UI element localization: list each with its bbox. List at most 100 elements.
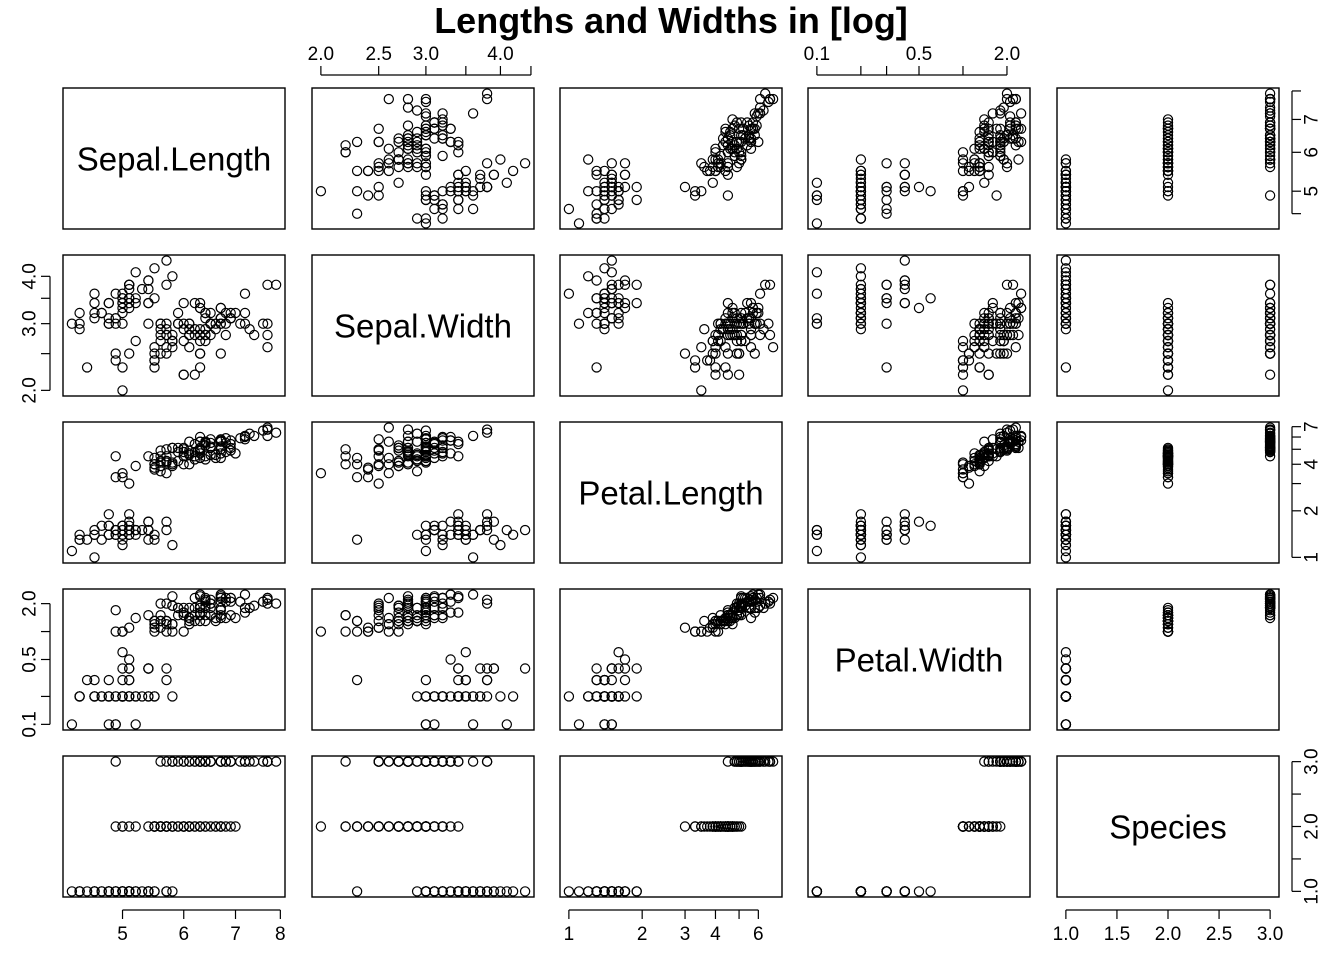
data-point: [979, 123, 990, 135]
data-point: [1060, 313, 1072, 324]
data-point: [696, 626, 707, 637]
data-point: [161, 663, 172, 674]
data-point: [501, 524, 512, 536]
data-point: [974, 348, 985, 359]
data-point: [445, 886, 456, 897]
data-point: [1010, 307, 1022, 319]
panel-petal-width-vs-petal-width: Petal.Width: [807, 588, 1031, 731]
panel-sepal-length-vs-petal-length: [559, 87, 783, 230]
data-point: [194, 600, 206, 611]
data-point: [362, 622, 374, 633]
data-point: [712, 335, 724, 347]
data-point: [123, 674, 135, 686]
data-point: [1060, 663, 1072, 674]
data-point: [123, 302, 135, 314]
panel-species-vs-petal-length: [559, 755, 783, 898]
data-point: [899, 279, 911, 290]
data-point: [1060, 674, 1072, 686]
data-point: [161, 524, 172, 536]
data-point: [189, 329, 200, 341]
data-point: [161, 348, 172, 359]
data-point: [467, 203, 479, 215]
tick-label: 0.5: [20, 646, 41, 672]
data-point: [1162, 329, 1174, 341]
data-point: [130, 886, 141, 897]
data-point: [453, 177, 464, 188]
data-point: [702, 165, 713, 177]
data-point: [987, 297, 999, 309]
data-point: [710, 362, 721, 373]
data-point: [881, 293, 892, 304]
data-point: [619, 169, 631, 180]
data-point: [143, 663, 154, 674]
data-point: [402, 133, 414, 144]
data-point: [239, 288, 251, 299]
data-point: [998, 348, 1009, 359]
data-point: [429, 719, 440, 730]
data-point: [402, 140, 414, 151]
data-point: [488, 534, 500, 545]
data-point: [445, 821, 456, 832]
data-point: [189, 324, 200, 335]
data-point: [1004, 117, 1016, 128]
data-point: [1013, 154, 1024, 165]
data-point: [573, 886, 585, 897]
data-point: [429, 520, 440, 532]
data-point: [881, 279, 892, 290]
data-point: [178, 318, 189, 329]
data-point: [507, 886, 519, 897]
data-point: [979, 756, 990, 767]
data-point: [411, 821, 423, 832]
data-point: [987, 821, 999, 832]
data-point: [351, 136, 363, 148]
data-point: [717, 133, 729, 144]
data-point: [811, 529, 823, 541]
data-point: [257, 318, 269, 329]
data-point: [393, 147, 404, 158]
data-point: [149, 886, 160, 897]
data-point: [1060, 181, 1072, 193]
data-point: [811, 313, 823, 324]
data-point: [189, 610, 200, 621]
data-point: [481, 756, 493, 767]
data-point: [991, 348, 1002, 359]
data-point: [235, 318, 246, 329]
data-point: [1162, 619, 1174, 630]
data-point: [270, 427, 282, 438]
data-point: [437, 150, 448, 162]
data-point: [1010, 120, 1022, 131]
data-point: [1010, 93, 1022, 105]
data-point: [445, 181, 456, 193]
data-point: [215, 821, 226, 832]
data-point: [729, 147, 740, 158]
data-point: [373, 165, 384, 177]
tick-label: 7: [230, 924, 241, 945]
data-point: [722, 297, 734, 309]
data-point: [1162, 181, 1174, 193]
data-point: [200, 324, 211, 335]
data-point: [715, 821, 726, 832]
data-point: [983, 169, 994, 180]
data-point: [110, 318, 121, 329]
data-point: [340, 140, 351, 151]
data-point: [699, 324, 710, 335]
data-point: [194, 436, 206, 447]
data-point: [117, 302, 128, 314]
data-point: [225, 756, 236, 767]
data-point: [143, 610, 154, 621]
data-point: [340, 626, 351, 637]
data-point: [81, 674, 93, 686]
data-point: [117, 385, 128, 396]
data-point: [733, 369, 745, 380]
data-point: [1162, 607, 1174, 618]
data-point: [155, 610, 166, 621]
data-point: [351, 472, 363, 483]
data-point: [715, 318, 726, 329]
data-point: [453, 438, 464, 450]
data-point: [1162, 355, 1174, 366]
data-point: [1264, 369, 1276, 380]
tick-label: 5: [117, 924, 128, 945]
data-point: [393, 177, 404, 188]
data-point: [215, 318, 226, 329]
